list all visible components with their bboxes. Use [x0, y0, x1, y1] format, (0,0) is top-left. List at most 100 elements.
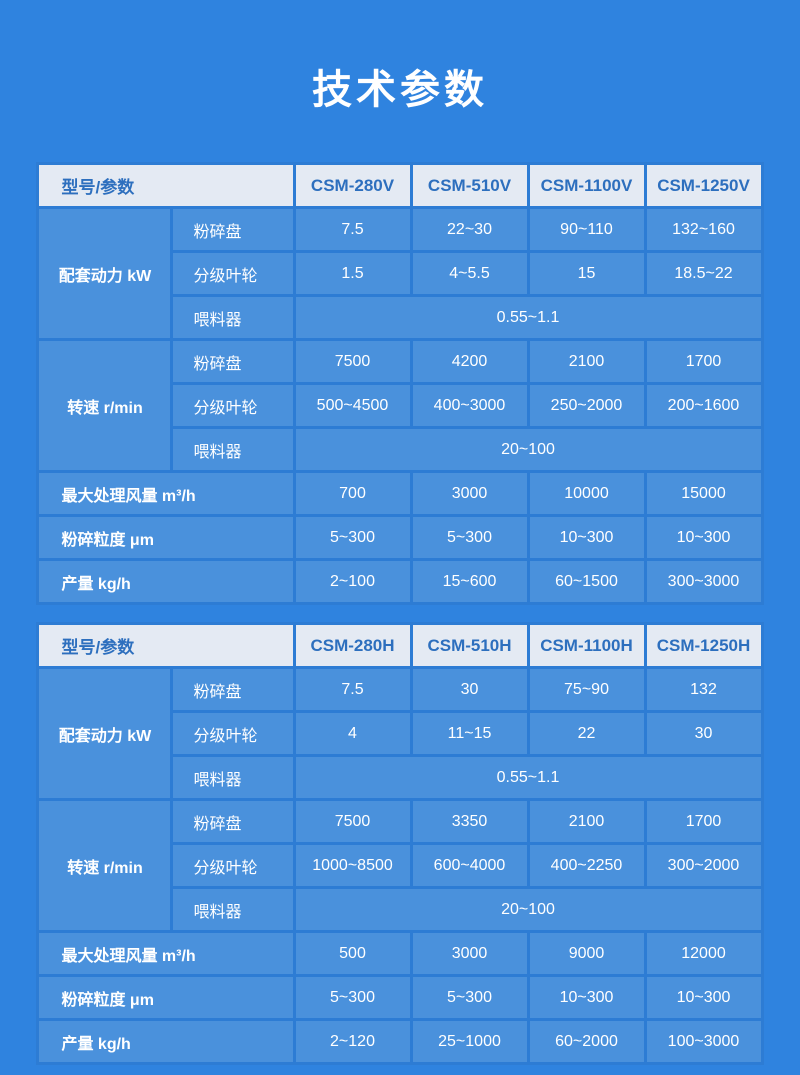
value-cell: 2100: [529, 341, 644, 382]
value-cell: 500~4500: [295, 385, 410, 426]
value-cell: 3000: [412, 933, 527, 974]
table-row: 粉碎粒度 μm 5~300 5~300 10~300 10~300: [39, 977, 761, 1018]
value-cell: 10~300: [529, 517, 644, 558]
table-row: 喂料器 0.55~1.1: [39, 757, 761, 798]
value-cell: 30: [646, 713, 761, 754]
row-label: 最大处理风量 m³/h: [39, 473, 293, 514]
value-cell: 4~5.5: [412, 253, 527, 294]
value-cell: 9000: [529, 933, 644, 974]
table-header-row: 型号/参数 CSM-280H CSM-510H CSM-1100H CSM-1250H: [39, 625, 761, 666]
value-cell: 400~2250: [529, 845, 644, 886]
sub-label: 分级叶轮: [173, 253, 293, 294]
param-column-header: 型号/参数: [39, 165, 293, 206]
value-cell: 2~120: [295, 1021, 410, 1062]
spec-table-v-series: 型号/参数 CSM-280V CSM-510V CSM-1100V CSM-1250V 配…: [36, 162, 764, 605]
table-row: 分级叶轮 500~4500 400~3000 250~2000 200~1600: [39, 385, 761, 426]
table-row: 分级叶轮 1.5 4~5.5 15 18.5~22: [39, 253, 761, 294]
value-cell: 3000: [412, 473, 527, 514]
value-cell: 132~160: [646, 209, 761, 250]
table-row: 喂料器 20~100: [39, 889, 761, 930]
value-cell: 600~4000: [412, 845, 527, 886]
value-cell: 15000: [646, 473, 761, 514]
value-cell: 10~300: [646, 977, 761, 1018]
value-cell: 5~300: [295, 977, 410, 1018]
value-cell: 22: [529, 713, 644, 754]
value-cell: 11~15: [412, 713, 527, 754]
value-cell: 3350: [412, 801, 527, 842]
value-cell: 1700: [646, 801, 761, 842]
value-cell: 132: [646, 669, 761, 710]
value-cell: 10000: [529, 473, 644, 514]
page-title: 技术参数: [312, 68, 488, 112]
table-row: 喂料器 20~100: [39, 429, 761, 470]
value-cell: 10~300: [529, 977, 644, 1018]
table-row: 配套动力 kW 粉碎盘 7.5 30 75~90 132: [39, 669, 761, 798]
sub-label: 喂料器: [173, 297, 293, 338]
column-header-csm-280v: CSM-280V: [295, 165, 410, 206]
row-label: 粉碎粒度 μm: [39, 517, 293, 558]
group-label: 转速 r/min: [39, 801, 171, 930]
value-cell: 0.55~1.1: [295, 297, 761, 338]
column-header-csm-1250h: CSM-1250H: [646, 625, 761, 666]
value-cell: 7500: [295, 801, 410, 842]
table-row: 产量 kg/h 2~100 15~600 60~1500 300~3000: [39, 561, 761, 602]
table-row: 粉碎粒度 μm 5~300 5~300 10~300 10~300: [39, 517, 761, 558]
param-column-header: 型号/参数: [39, 625, 293, 666]
value-cell: 4: [295, 713, 410, 754]
group-label: 配套动力 kW: [39, 669, 171, 798]
value-cell: 100~3000: [646, 1021, 761, 1062]
value-cell: 7.5: [295, 209, 410, 250]
table-row: 最大处理风量 m³/h 500 3000 9000 12000: [39, 933, 761, 974]
group-label: 配套动力 kW: [39, 209, 171, 338]
sub-label: 分级叶轮: [173, 385, 293, 426]
value-cell: 7.5: [295, 669, 410, 710]
table-row: 分级叶轮 1000~8500 600~4000 400~2250 300~2000: [39, 845, 761, 886]
value-cell: 25~1000: [412, 1021, 527, 1062]
sub-label: 粉碎盘: [173, 341, 293, 382]
value-cell: 20~100: [295, 429, 761, 470]
value-cell: 60~2000: [529, 1021, 644, 1062]
table-row: 喂料器 0.55~1.1: [39, 297, 761, 338]
value-cell: 2100: [529, 801, 644, 842]
table-header-row: 型号/参数 CSM-280V CSM-510V CSM-1100V CSM-1250V: [39, 165, 761, 206]
value-cell: 200~1600: [646, 385, 761, 426]
table-row: 配套动力 kW 粉碎盘 7.5 22~30 90~110 132~160: [39, 209, 761, 338]
value-cell: 18.5~22: [646, 253, 761, 294]
value-cell: 12000: [646, 933, 761, 974]
value-cell: 250~2000: [529, 385, 644, 426]
value-cell: 5~300: [412, 517, 527, 558]
value-cell: 22~30: [412, 209, 527, 250]
value-cell: 400~3000: [412, 385, 527, 426]
sub-label: 粉碎盘: [173, 669, 293, 710]
spec-tables-container: 型号/参数 CSM-280V CSM-510V CSM-1100V CSM-1250V 配…: [0, 162, 800, 1065]
column-header-csm-280h: CSM-280H: [295, 625, 410, 666]
value-cell: 2~100: [295, 561, 410, 602]
value-cell: 700: [295, 473, 410, 514]
column-header-csm-1100h: CSM-1100H: [529, 625, 644, 666]
value-cell: 10~300: [646, 517, 761, 558]
row-label: 粉碎粒度 μm: [39, 977, 293, 1018]
value-cell: 500: [295, 933, 410, 974]
sub-label: 分级叶轮: [173, 713, 293, 754]
spec-table-h-series: 型号/参数 CSM-280H CSM-510H CSM-1100H CSM-1250H 配…: [36, 622, 764, 1065]
value-cell: 5~300: [412, 977, 527, 1018]
value-cell: 90~110: [529, 209, 644, 250]
value-cell: 1000~8500: [295, 845, 410, 886]
sub-label: 粉碎盘: [173, 801, 293, 842]
table-row: 转速 r/min 粉碎盘 7500 4200 2100 1700: [39, 341, 761, 470]
value-cell: 15: [529, 253, 644, 294]
value-cell: 15~600: [412, 561, 527, 602]
column-header-csm-510h: CSM-510H: [412, 625, 527, 666]
table-row: 转速 r/min 粉碎盘 7500 3350 2100 1700: [39, 801, 761, 930]
sub-label: 喂料器: [173, 429, 293, 470]
value-cell: 60~1500: [529, 561, 644, 602]
row-label: 最大处理风量 m³/h: [39, 933, 293, 974]
sub-label: 粉碎盘: [173, 209, 293, 250]
table-row: 最大处理风量 m³/h 700 3000 10000 15000: [39, 473, 761, 514]
sub-label: 喂料器: [173, 889, 293, 930]
value-cell: 1.5: [295, 253, 410, 294]
value-cell: 75~90: [529, 669, 644, 710]
value-cell: 1700: [646, 341, 761, 382]
value-cell: 0.55~1.1: [295, 757, 761, 798]
column-header-csm-1250v: CSM-1250V: [646, 165, 761, 206]
